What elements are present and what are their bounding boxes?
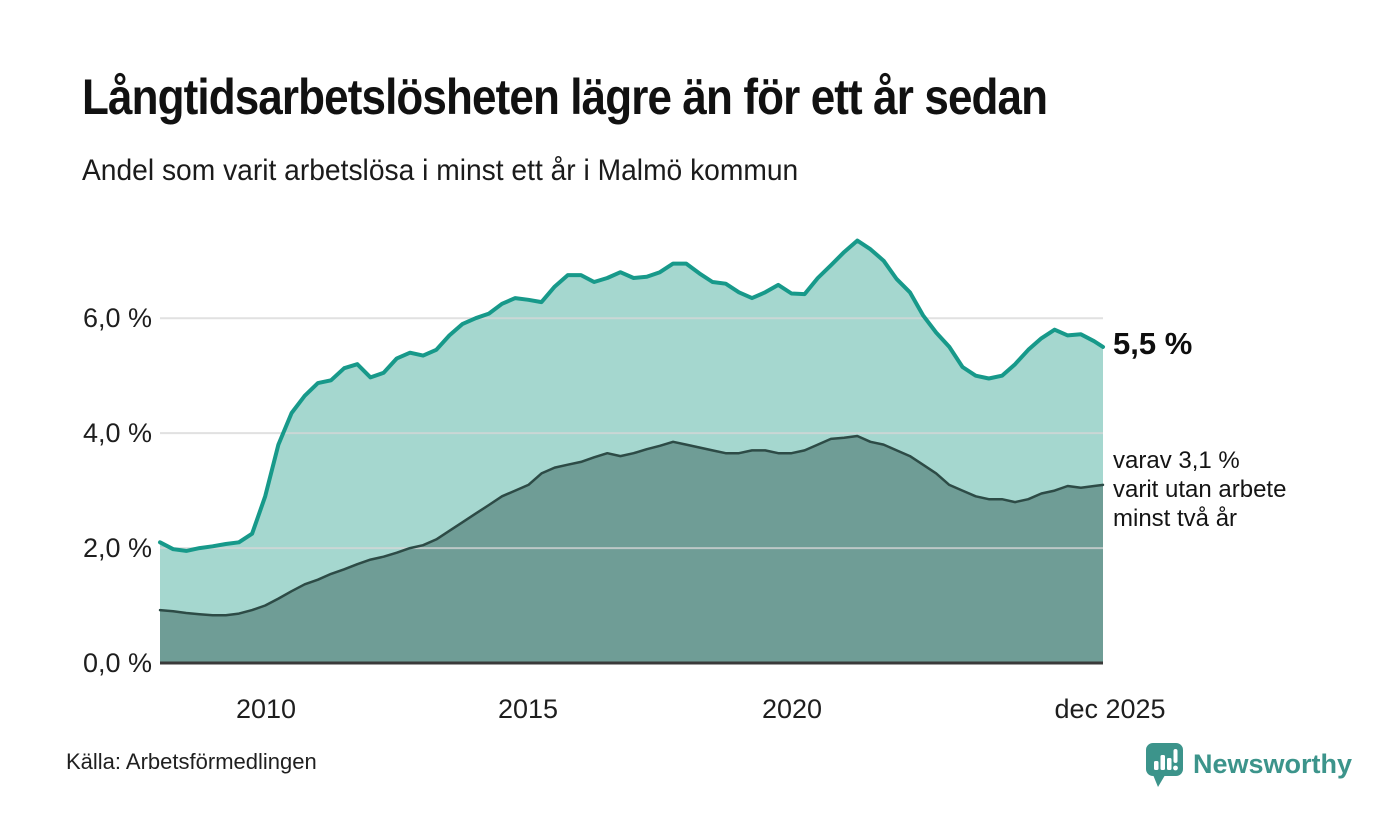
- y-tick-label: 0,0 %: [82, 648, 152, 678]
- secondary-series-annotation: varav 3,1 % varit utan arbete minst två …: [1113, 447, 1287, 532]
- x-tick-label: dec 2025: [1054, 694, 1166, 724]
- x-tick-label: 2020: [761, 694, 823, 724]
- page-subtitle-text: Andel som varit arbetslösa i minst ett å…: [82, 154, 799, 187]
- source-credit: Källa: Arbetsförmedlingen: [66, 749, 317, 774]
- latest-value-label: 5,5 %: [1113, 326, 1193, 361]
- y-tick-label: 2,0 %: [82, 533, 152, 563]
- x-tick-label: 2015: [497, 694, 559, 724]
- x-tick-label: 2010: [235, 694, 297, 724]
- page-title-text: Långtidsarbetslösheten lägre än för ett …: [82, 69, 1048, 125]
- y-tick-label: 6,0 %: [82, 303, 152, 333]
- newsworthy-logo: Newsworthy: [1146, 742, 1352, 789]
- page-title: Långtidsarbetslösheten lägre än för ett …: [82, 68, 1179, 126]
- newsworthy-wordmark: Newsworthy: [1193, 749, 1353, 779]
- y-tick-label: 4,0 %: [82, 418, 152, 448]
- page-subtitle: Andel som varit arbetslösa i minst ett å…: [82, 154, 844, 188]
- newsworthy-bubble-icon: [1146, 743, 1183, 787]
